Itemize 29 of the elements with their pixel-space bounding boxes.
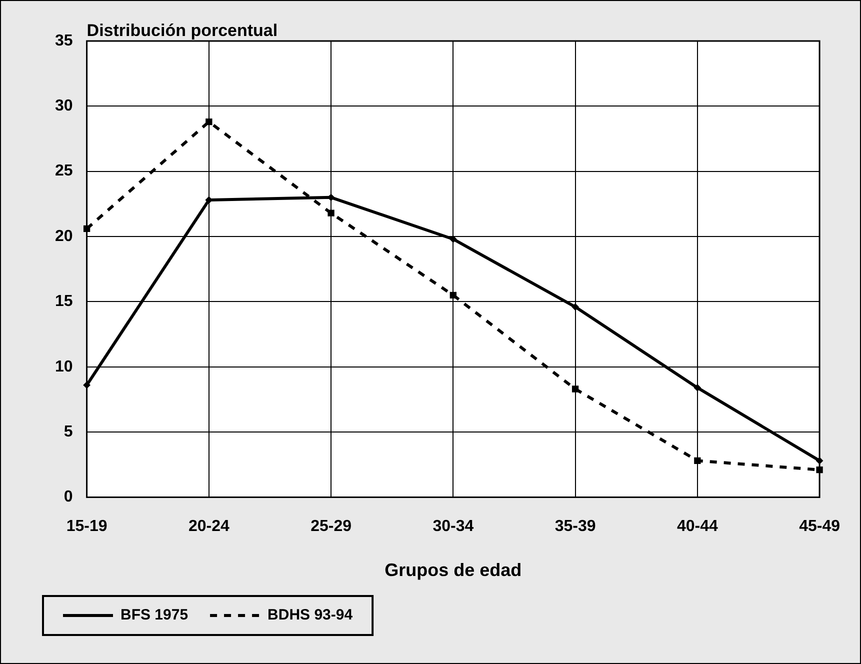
x-tick-label: 15-19 bbox=[66, 518, 108, 536]
point bbox=[450, 236, 457, 243]
y-axis-title: Distribución porcentual bbox=[86, 21, 278, 40]
point bbox=[694, 457, 701, 464]
x-tick-label: 40-44 bbox=[676, 518, 718, 536]
x-tick-label: 25-29 bbox=[310, 518, 352, 536]
y-tick-label: 30 bbox=[55, 98, 73, 115]
point bbox=[205, 196, 212, 204]
y-tick-label: 5 bbox=[64, 423, 73, 440]
x-tick-label: 35-39 bbox=[554, 518, 596, 536]
legend-label: BDHS 93-94 bbox=[268, 606, 354, 624]
x-tick-label: 20-24 bbox=[188, 518, 230, 536]
point bbox=[206, 118, 212, 126]
point bbox=[328, 194, 335, 201]
point bbox=[328, 210, 334, 216]
x-tick-label: 45-49 bbox=[799, 518, 840, 536]
point bbox=[572, 303, 579, 310]
y-tick-label: 0 bbox=[64, 488, 73, 506]
y-tick-label: 35 bbox=[55, 32, 73, 50]
y-tick-label: 10 bbox=[55, 358, 73, 376]
y-tick-label: 20 bbox=[55, 228, 73, 245]
legend-label: BFS 1975 bbox=[120, 606, 188, 624]
x-axis-title: Grupos de edad bbox=[384, 560, 522, 580]
point bbox=[450, 292, 456, 298]
point bbox=[572, 386, 579, 392]
y-tick-label: 25 bbox=[55, 162, 73, 180]
point bbox=[694, 384, 701, 392]
y-tick-label: 15 bbox=[55, 293, 73, 310]
x-tick-label: 30-34 bbox=[432, 518, 474, 536]
